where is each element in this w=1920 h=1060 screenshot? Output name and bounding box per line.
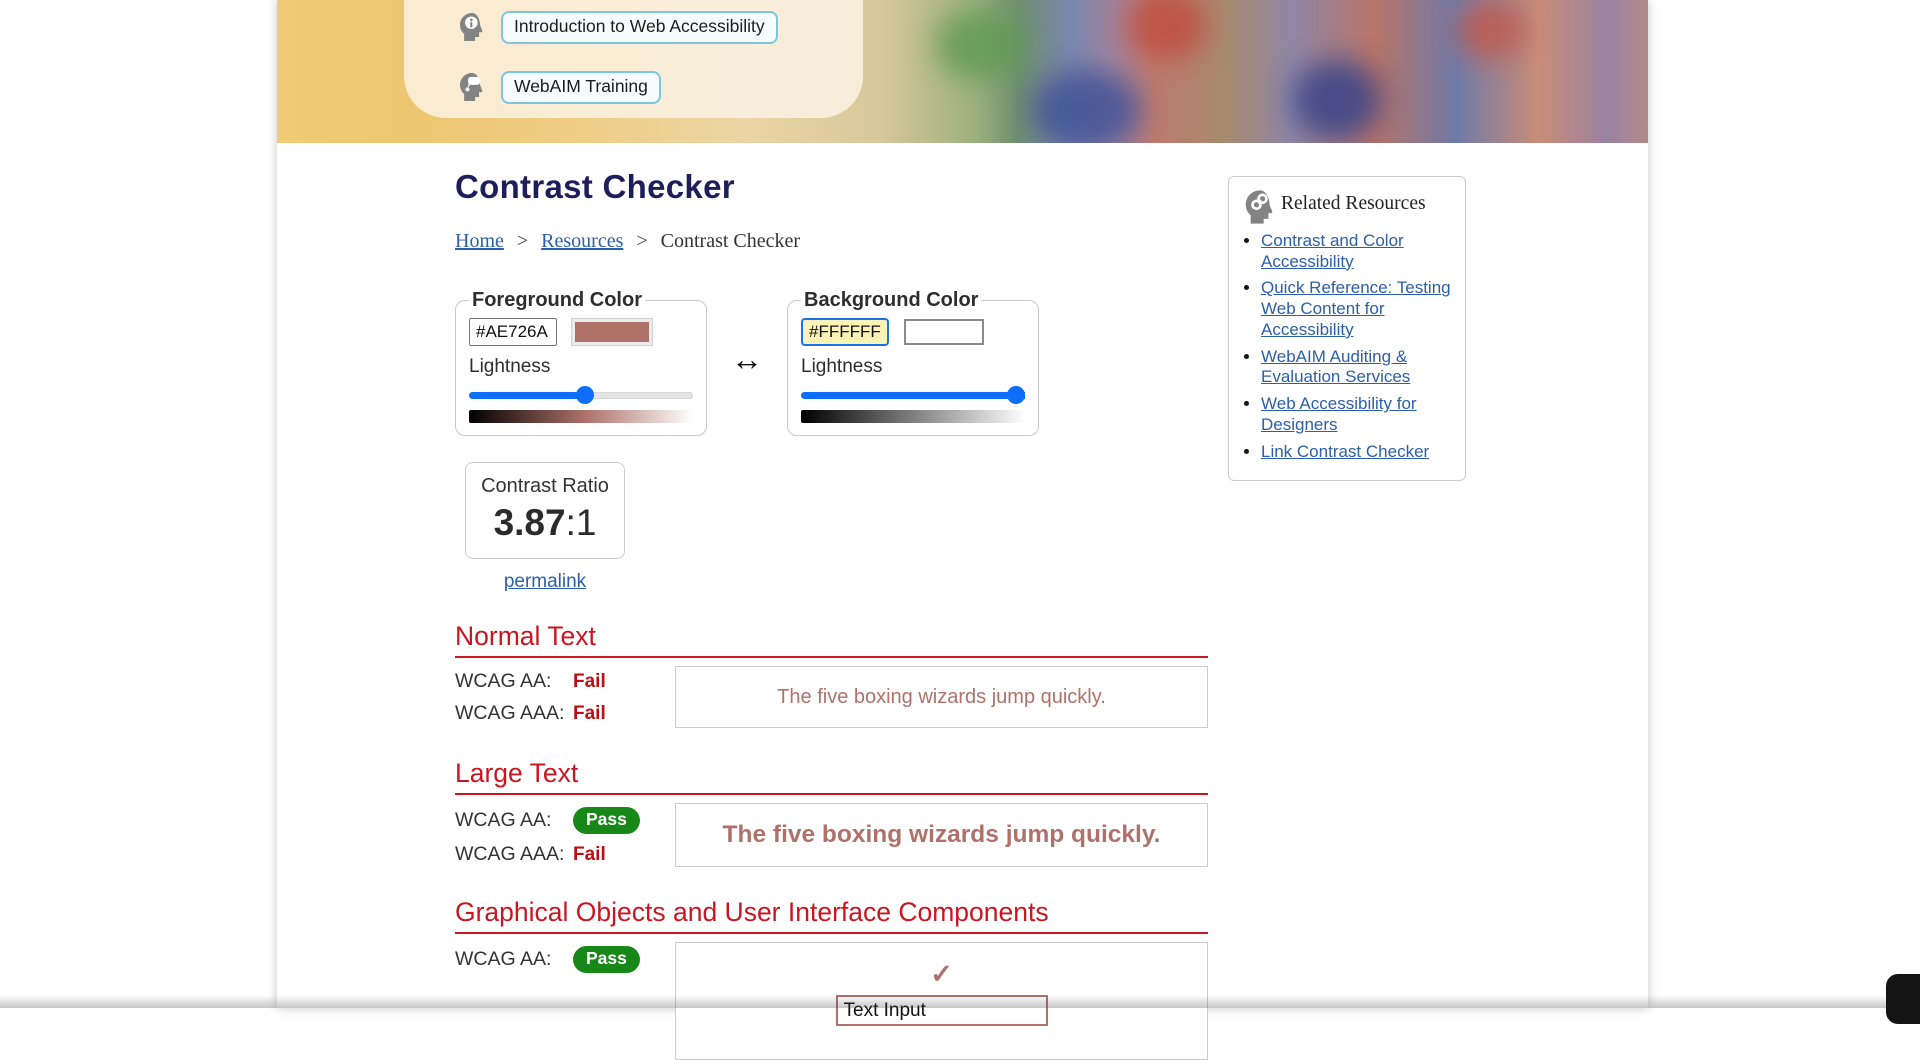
foreground-legend: Foreground Color: [469, 289, 645, 312]
background-hex-input[interactable]: [801, 318, 889, 346]
breadcrumb-separator: >: [636, 230, 647, 252]
wcag-aa-result: Pass: [573, 946, 640, 973]
graphical-sample: ✓: [675, 942, 1208, 1060]
background-color-fieldset: Background Color Lightness: [787, 289, 1039, 436]
list-item: Contrast and Color Accessibility: [1261, 231, 1453, 272]
list-item: Web Accessibility for Designers: [1261, 394, 1453, 435]
breadcrumb-separator: >: [517, 230, 528, 252]
slider-fill: [469, 392, 585, 399]
banner-blur-blob: [935, 10, 1025, 80]
section-divider: [455, 932, 1208, 934]
breadcrumb-resources-link[interactable]: Resources: [541, 230, 623, 252]
banner-blur-blob: [1031, 70, 1141, 143]
wcag-aa-result: Pass: [573, 807, 640, 834]
slider-thumb[interactable]: [1007, 386, 1025, 404]
breadcrumb-current: Contrast Checker: [661, 230, 800, 252]
breadcrumb-home-link[interactable]: Home: [455, 230, 504, 252]
large-text-section: Large Text WCAG AA: Pass WCAG AAA: Fail …: [455, 758, 1208, 875]
slider-thumb[interactable]: [576, 386, 594, 404]
banner-blur-blob: [1127, 0, 1207, 60]
wcag-aaa-label: WCAG AAA:: [455, 843, 573, 866]
background-color-swatch[interactable]: [904, 319, 984, 345]
banner-nav-panel: Introduction to Web Accessibility WebAIM…: [404, 0, 863, 118]
info-head-icon: [456, 10, 488, 44]
webaim-training-button[interactable]: WebAIM Training: [501, 71, 661, 104]
foreground-lightness-gradient: [469, 410, 693, 423]
slider-fill: [801, 392, 1025, 399]
color-pickers-row: Foreground Color Lightness ↔ Background …: [455, 289, 1648, 436]
foreground-hex-input[interactable]: [469, 318, 557, 346]
wcag-aaa-result: Fail: [573, 703, 606, 725]
large-text-heading: Large Text: [455, 758, 1208, 789]
large-text-sample: The five boxing wizards jump quickly.: [675, 803, 1208, 867]
banner-blur-blob: [1292, 60, 1382, 140]
related-link-auditing[interactable]: WebAIM Auditing & Evaluation Services: [1261, 347, 1410, 387]
intro-accessibility-button[interactable]: Introduction to Web Accessibility: [501, 11, 778, 44]
foreground-color-fieldset: Foreground Color Lightness: [455, 289, 707, 436]
related-resources-box: Related Resources Contrast and Color Acc…: [1228, 176, 1466, 481]
graphical-objects-heading: Graphical Objects and User Interface Com…: [455, 897, 1208, 928]
permalink-link[interactable]: permalink: [504, 571, 586, 593]
background-lightness-gradient: [801, 410, 1025, 423]
list-item: Link Contrast Checker: [1261, 442, 1453, 463]
related-link-quick-reference[interactable]: Quick Reference: Testing Web Content for…: [1261, 278, 1451, 338]
swap-colors-arrow-icon: ↔: [731, 341, 763, 378]
normal-text-heading: Normal Text: [455, 621, 1208, 652]
header-banner-image: Introduction to Web Accessibility WebAIM…: [277, 0, 1648, 143]
demo-text-input[interactable]: [836, 995, 1048, 1026]
background-lightness-label: Lightness: [801, 356, 1025, 378]
checkmark-glyph: ✓: [930, 959, 953, 990]
section-divider: [455, 793, 1208, 795]
wcag-aa-label: WCAG AA:: [455, 670, 573, 693]
foreground-color-swatch[interactable]: [572, 319, 652, 345]
wcag-aaa-label: WCAG AAA:: [455, 702, 573, 725]
wcag-aaa-result: Fail: [573, 844, 606, 866]
section-divider: [455, 656, 1208, 658]
contrast-ratio-box: Contrast Ratio 3.87:1: [465, 462, 625, 559]
related-link-designers[interactable]: Web Accessibility for Designers: [1261, 394, 1417, 434]
training-head-icon: [456, 70, 488, 104]
normal-text-section: Normal Text WCAG AA: Fail WCAG AAA: Fail…: [455, 621, 1208, 734]
breadcrumb: Home > Resources > Contrast Checker: [455, 230, 1648, 253]
wcag-aa-result: Fail: [573, 671, 606, 693]
related-link-link-contrast[interactable]: Link Contrast Checker: [1261, 442, 1429, 461]
foreground-lightness-label: Lightness: [469, 356, 693, 378]
contrast-ratio-value: 3.87:1: [472, 502, 618, 544]
related-link-contrast-color[interactable]: Contrast and Color Accessibility: [1261, 231, 1404, 271]
link-head-icon: [1241, 187, 1273, 221]
background-lightness-slider[interactable]: [801, 386, 1025, 404]
normal-text-sample: The five boxing wizards jump quickly.: [675, 666, 1208, 728]
banner-blur-blob: [1456, 0, 1526, 60]
contrast-ratio-label: Contrast Ratio: [472, 475, 618, 498]
background-legend: Background Color: [801, 289, 981, 312]
wcag-aa-label: WCAG AA:: [455, 948, 573, 971]
page-title: Contrast Checker: [455, 168, 1648, 206]
page-column: Introduction to Web Accessibility WebAIM…: [277, 0, 1648, 1008]
related-resources-title: Related Resources: [1281, 193, 1426, 215]
wcag-aa-label: WCAG AA:: [455, 809, 573, 832]
graphical-objects-section: Graphical Objects and User Interface Com…: [455, 897, 1208, 1060]
foreground-lightness-slider[interactable]: [469, 386, 693, 404]
list-item: Quick Reference: Testing Web Content for…: [1261, 278, 1453, 340]
list-item: WebAIM Auditing & Evaluation Services: [1261, 347, 1453, 388]
